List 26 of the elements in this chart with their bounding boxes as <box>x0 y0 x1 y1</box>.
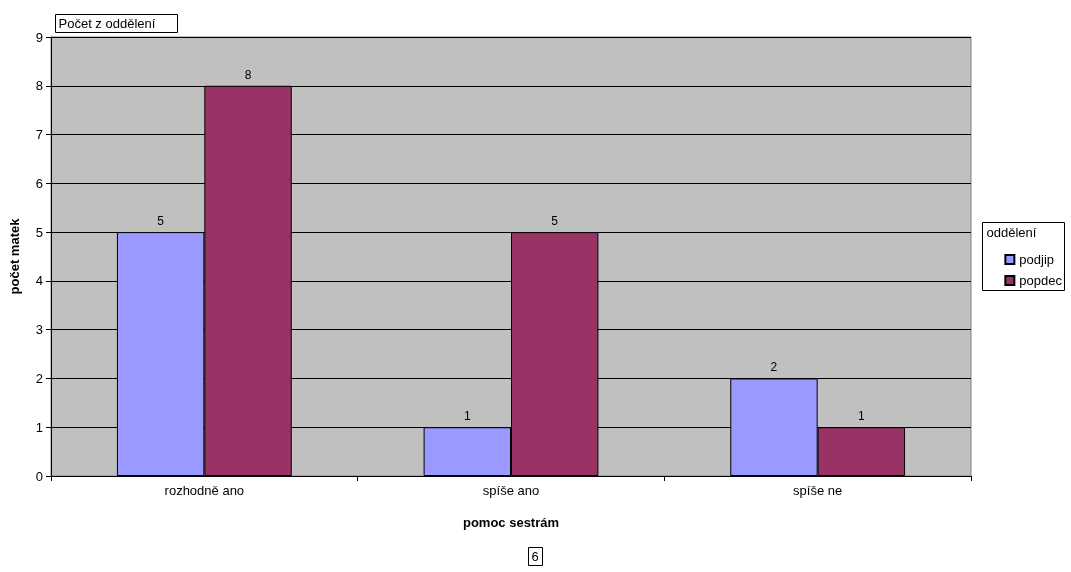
y-tick-label: 6 <box>35 175 43 191</box>
data-label: 5 <box>157 214 165 229</box>
data-label: 2 <box>770 360 778 375</box>
x-tick-label: rozhodně ano <box>164 483 245 498</box>
data-label: 1 <box>858 409 866 424</box>
data-label: 5 <box>551 214 559 229</box>
y-tick-label: 1 <box>35 419 43 435</box>
data-label: 8 <box>244 67 252 82</box>
y-tick-label: 9 <box>35 29 43 45</box>
y-axis-title: počet matek <box>7 217 22 295</box>
y-tick-label: 8 <box>35 78 43 94</box>
y-tick-label: 3 <box>35 322 43 338</box>
legend-label: popdec <box>1019 273 1063 288</box>
chart-title: Počet z oddělení <box>58 15 156 31</box>
text: 6 <box>531 548 539 564</box>
x-tick-label: spíše ne <box>793 483 843 498</box>
legend-label: podjip <box>1019 252 1055 267</box>
y-tick-label: 2 <box>35 370 43 386</box>
y-tick-label: 5 <box>35 224 43 240</box>
x-tick-label: spíše ano <box>482 483 540 498</box>
data-label: 1 <box>463 409 471 424</box>
y-tick-label: 0 <box>35 468 43 484</box>
x-axis-title: pomoc sestrám <box>462 515 560 530</box>
legend-title: oddělení <box>986 224 1037 240</box>
y-tick-label: 7 <box>35 127 43 143</box>
y-tick-label: 4 <box>35 273 43 289</box>
